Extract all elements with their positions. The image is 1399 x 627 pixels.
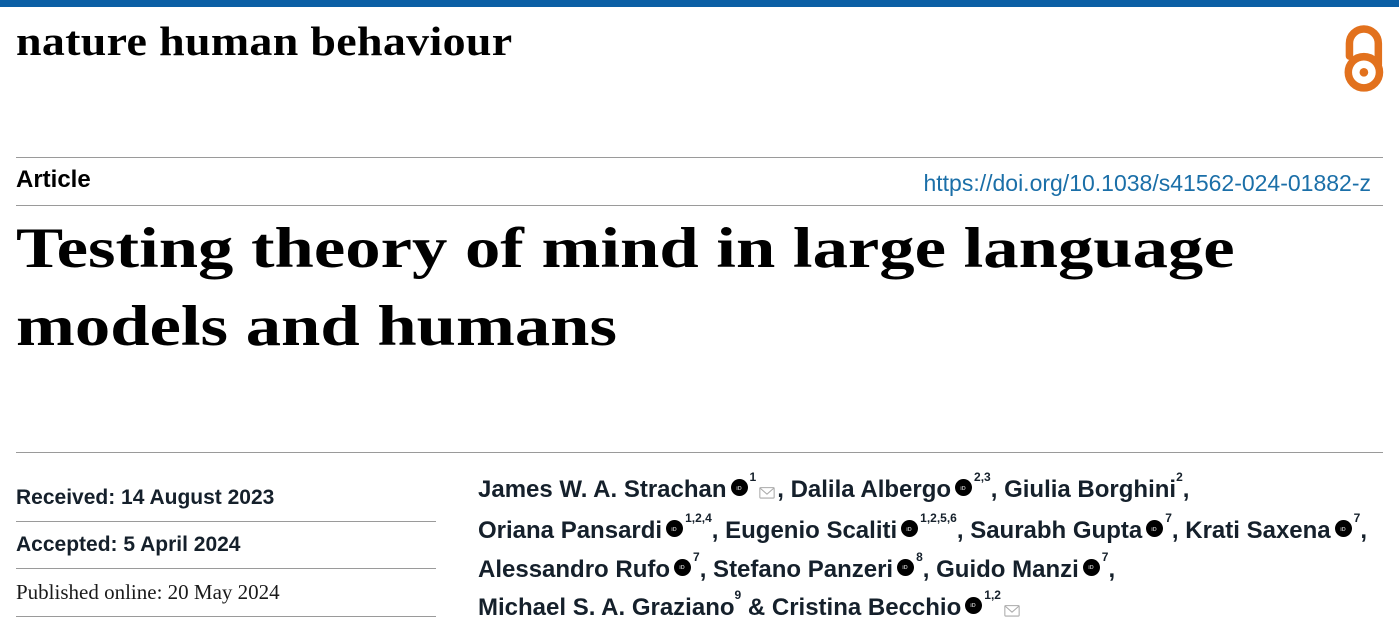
svg-text:iD: iD [960, 486, 966, 492]
svg-text:iD: iD [679, 565, 685, 571]
svg-text:iD: iD [902, 565, 908, 571]
svg-text:iD: iD [671, 527, 677, 533]
svg-text:iD: iD [906, 527, 912, 533]
svg-text:iD: iD [971, 603, 977, 609]
svg-text:iD: iD [1088, 565, 1094, 571]
svg-text:iD: iD [736, 486, 742, 492]
svg-text:iD: iD [1340, 527, 1346, 533]
svg-text:iD: iD [1151, 527, 1157, 533]
